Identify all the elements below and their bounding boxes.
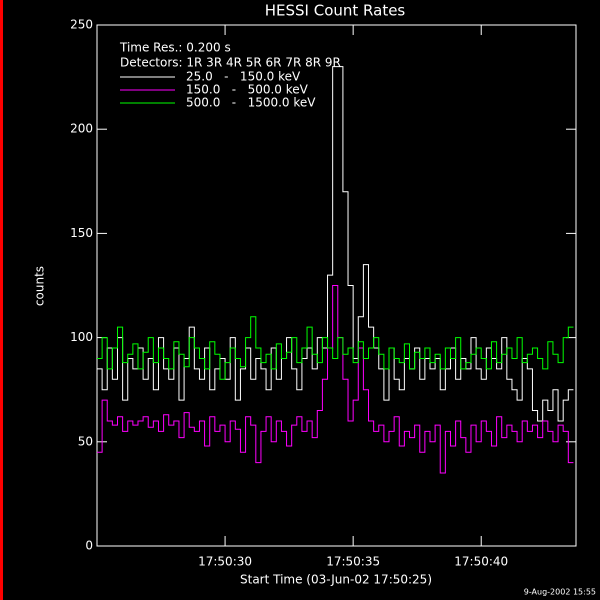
legend-label: 500.0 - 1500.0 keV [186, 96, 316, 110]
legend-label: 25.0 - 150.0 keV [186, 70, 301, 84]
footer: 9-Aug-2002 15:55 [524, 588, 596, 597]
series-line [97, 66, 574, 422]
plot-frame [96, 24, 577, 547]
x-axis-label: Start Time (03-Jun-02 17:50:25) [240, 573, 432, 587]
y-tick-label: 250 [70, 18, 93, 32]
y-axis-label: counts [33, 266, 47, 306]
x-tick-label: 17:50:30 [198, 555, 252, 569]
series-line [97, 316, 574, 380]
x-tick-label: 17:50:35 [326, 555, 380, 569]
y-tick-label: 150 [70, 226, 93, 240]
chart-title: HESSI Count Rates [265, 2, 406, 20]
y-tick-label: 50 [78, 434, 93, 448]
y-tick-label: 100 [70, 330, 93, 344]
annotation: Time Res.: 0.200 s [119, 41, 231, 55]
x-tick-label: 17:50:40 [454, 555, 508, 569]
series-line [97, 285, 574, 474]
left-edge-bar [0, 0, 3, 600]
y-tick-label: 200 [70, 122, 93, 136]
y-tick-label: 0 [85, 539, 93, 553]
legend-label: 150.0 - 500.0 keV [186, 83, 309, 97]
annotation: Detectors: 1R 3R 4R 5R 6R 7R 8R 9R [120, 56, 341, 70]
